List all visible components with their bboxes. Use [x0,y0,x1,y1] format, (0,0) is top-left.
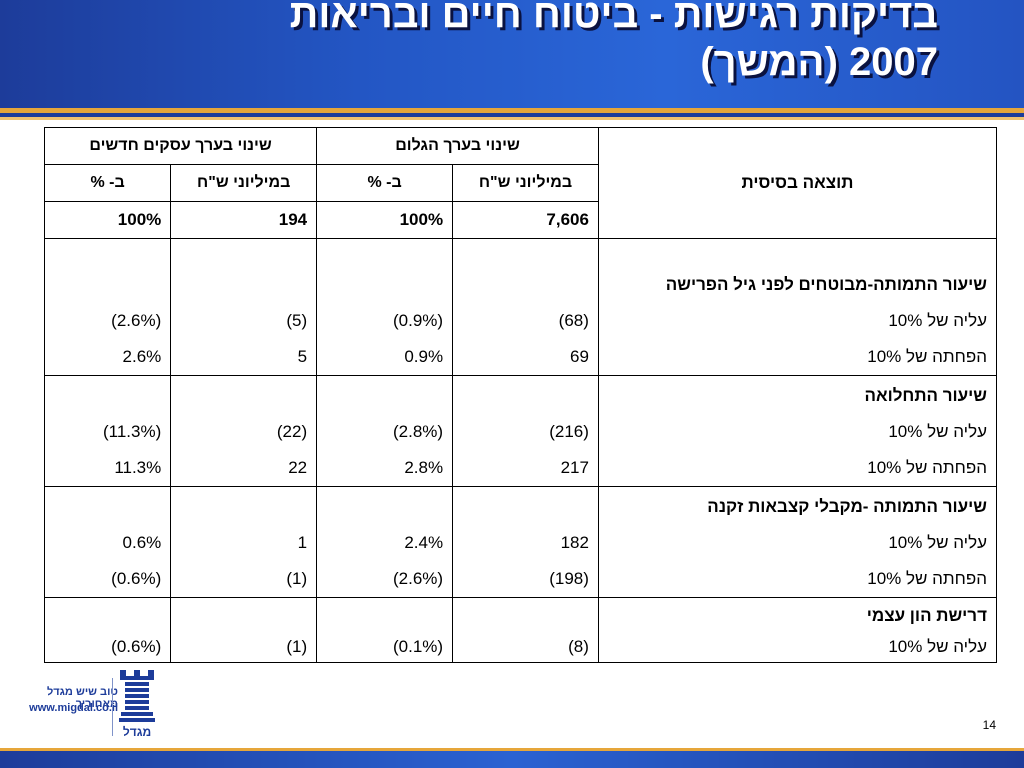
value: (2.6%) [111,311,162,330]
sensitivity-table: תוצאה בסיסית שינוי בערך הגלום שינוי בערך… [43,127,998,663]
ev-percent-cell: (0.1%) [316,597,454,663]
value: (68) [558,311,589,330]
ev-millions-cell: 182 (198) [452,486,599,598]
table-section: שיעור התמותה-מבוטחים לפני גיל הפרישה עלי… [43,238,998,376]
base-ev-millions: 7,606 [452,201,599,239]
section-label-cell: שיעור התחלואה עליה של 10% הפחתה של 10% [597,375,998,487]
slide-title: בדיקות רגישות - ביטוח חיים ובריאות [289,0,938,36]
value: 2.8% [404,458,444,477]
nb-millions-cell: (5) 5 [170,238,318,376]
value: 5 [297,347,308,366]
table-section: דרישת הון עצמי עליה של 10% (8) (0.1%) (1… [43,597,998,663]
value: 11.3% [114,458,162,477]
header-divider [0,108,1024,113]
row-label: עליה של 10% [888,311,987,330]
value: (2.8%) [392,422,444,441]
value: (216) [549,422,589,441]
value: (5) [286,311,308,330]
value: (2.6%) [392,569,444,588]
base-result-label: תוצאה בסיסית [597,127,998,239]
nb-millions-header: במיליוני ש"ח [170,164,318,202]
section-label-cell: שיעור התמותה -מקבלי קצבאות זקנה עליה של … [597,486,998,598]
nb-percent-cell: (11.3%) 11.3% [43,375,172,487]
row-label: עליה של 10% [888,422,987,441]
nb-percent-cell: (0.6%) [43,597,172,663]
section-label-cell: שיעור התמותה-מבוטחים לפני גיל הפרישה עלי… [597,238,998,376]
value: 217 [560,458,589,477]
footer-bar [0,748,1024,768]
nb-percent-cell: (2.6%) 2.6% [43,238,172,376]
value: 22 [288,458,308,477]
ev-millions-header: במיליוני ש"ח [452,164,599,202]
value: (198) [549,569,589,588]
value: (0.6%) [111,569,162,588]
header-divider-blue [0,113,1024,117]
ev-percent-cell: (0.9%) 0.9% [316,238,454,376]
ev-percent-header: ב- % [316,164,454,202]
value: 0.6% [122,533,162,552]
section-label-cell: דרישת הון עצמי עליה של 10% [597,597,998,663]
base-nb-millions: 194 [170,201,318,239]
section-title: שיעור התמותה-מבוטחים לפני גיל הפרישה [665,275,987,294]
base-nb-percent: 100% [43,201,172,239]
slide-subtitle: 2007 (המשך) [700,40,938,84]
value: (1) [286,569,308,588]
embedded-value-header: שינוי בערך הגלום [316,127,599,165]
base-ev-percent: 100% [316,201,454,239]
logo-divider [112,678,113,736]
value: 182 [560,533,589,552]
table-section: שיעור התחלואה עליה של 10% הפחתה של 10% (… [43,375,998,487]
migdal-tower-logo-icon: מגדל [119,670,155,739]
section-title: שיעור התחלואה [864,386,987,405]
new-business-value-header: שינוי בערך עסקים חדשים [43,127,318,165]
value: 2.4% [404,533,444,552]
value: (8) [568,637,589,656]
nb-millions-cell: (1) [170,597,318,663]
value: 0.9% [404,347,444,366]
row-label: הפחתה של 10% [867,569,987,588]
table-section: שיעור התמותה -מקבלי קצבאות זקנה עליה של … [43,486,998,598]
ev-millions-cell: (68) 69 [452,238,599,376]
nb-percent-cell: 0.6% (0.6%) [43,486,172,598]
value: (22) [276,422,308,441]
value: 1 [297,533,308,552]
ev-percent-cell: (2.8%) 2.8% [316,375,454,487]
row-label: הפחתה של 10% [867,347,987,366]
table-group-header-row: תוצאה בסיסית שינוי בערך הגלום שינוי בערך… [43,127,998,239]
company-url: www.migdal.co.il [29,702,118,714]
company-tagline: טוב שיש מגדל מאחוריך [46,686,118,710]
row-label: עליה של 10% [888,637,987,656]
title-banner: בדיקות רגישות - ביטוח חיים ובריאות 2007 … [0,0,1024,108]
value: (0.1%) [392,637,444,656]
value: (0.9%) [392,311,444,330]
logo-text: מגדל [123,725,151,739]
row-label: הפחתה של 10% [867,458,987,477]
section-title: שיעור התמותה -מקבלי קצבאות זקנה [707,497,987,516]
ev-percent-cell: 2.4% (2.6%) [316,486,454,598]
value: 2.6% [122,347,162,366]
section-title: דרישת הון עצמי [866,606,987,625]
row-label: עליה של 10% [888,533,987,552]
table-sub-header-row: במיליוני ש"ח ב- % במיליוני ש"ח ב- % [43,164,997,202]
value: (0.6%) [111,637,162,656]
ev-millions-cell: (216) 217 [452,375,599,487]
nb-percent-header: ב- % [43,164,172,202]
header-divider-light [0,117,1024,120]
value: 69 [570,347,589,366]
table-base-row: 7,606 100% 194 100% [43,201,997,239]
value: (1) [286,637,308,656]
ev-millions-cell: (8) [452,597,599,663]
page-number: 14 [982,718,996,732]
nb-millions-cell: 1 (1) [170,486,318,598]
nb-millions-cell: (22) 22 [170,375,318,487]
value: (11.3%) [102,422,162,441]
